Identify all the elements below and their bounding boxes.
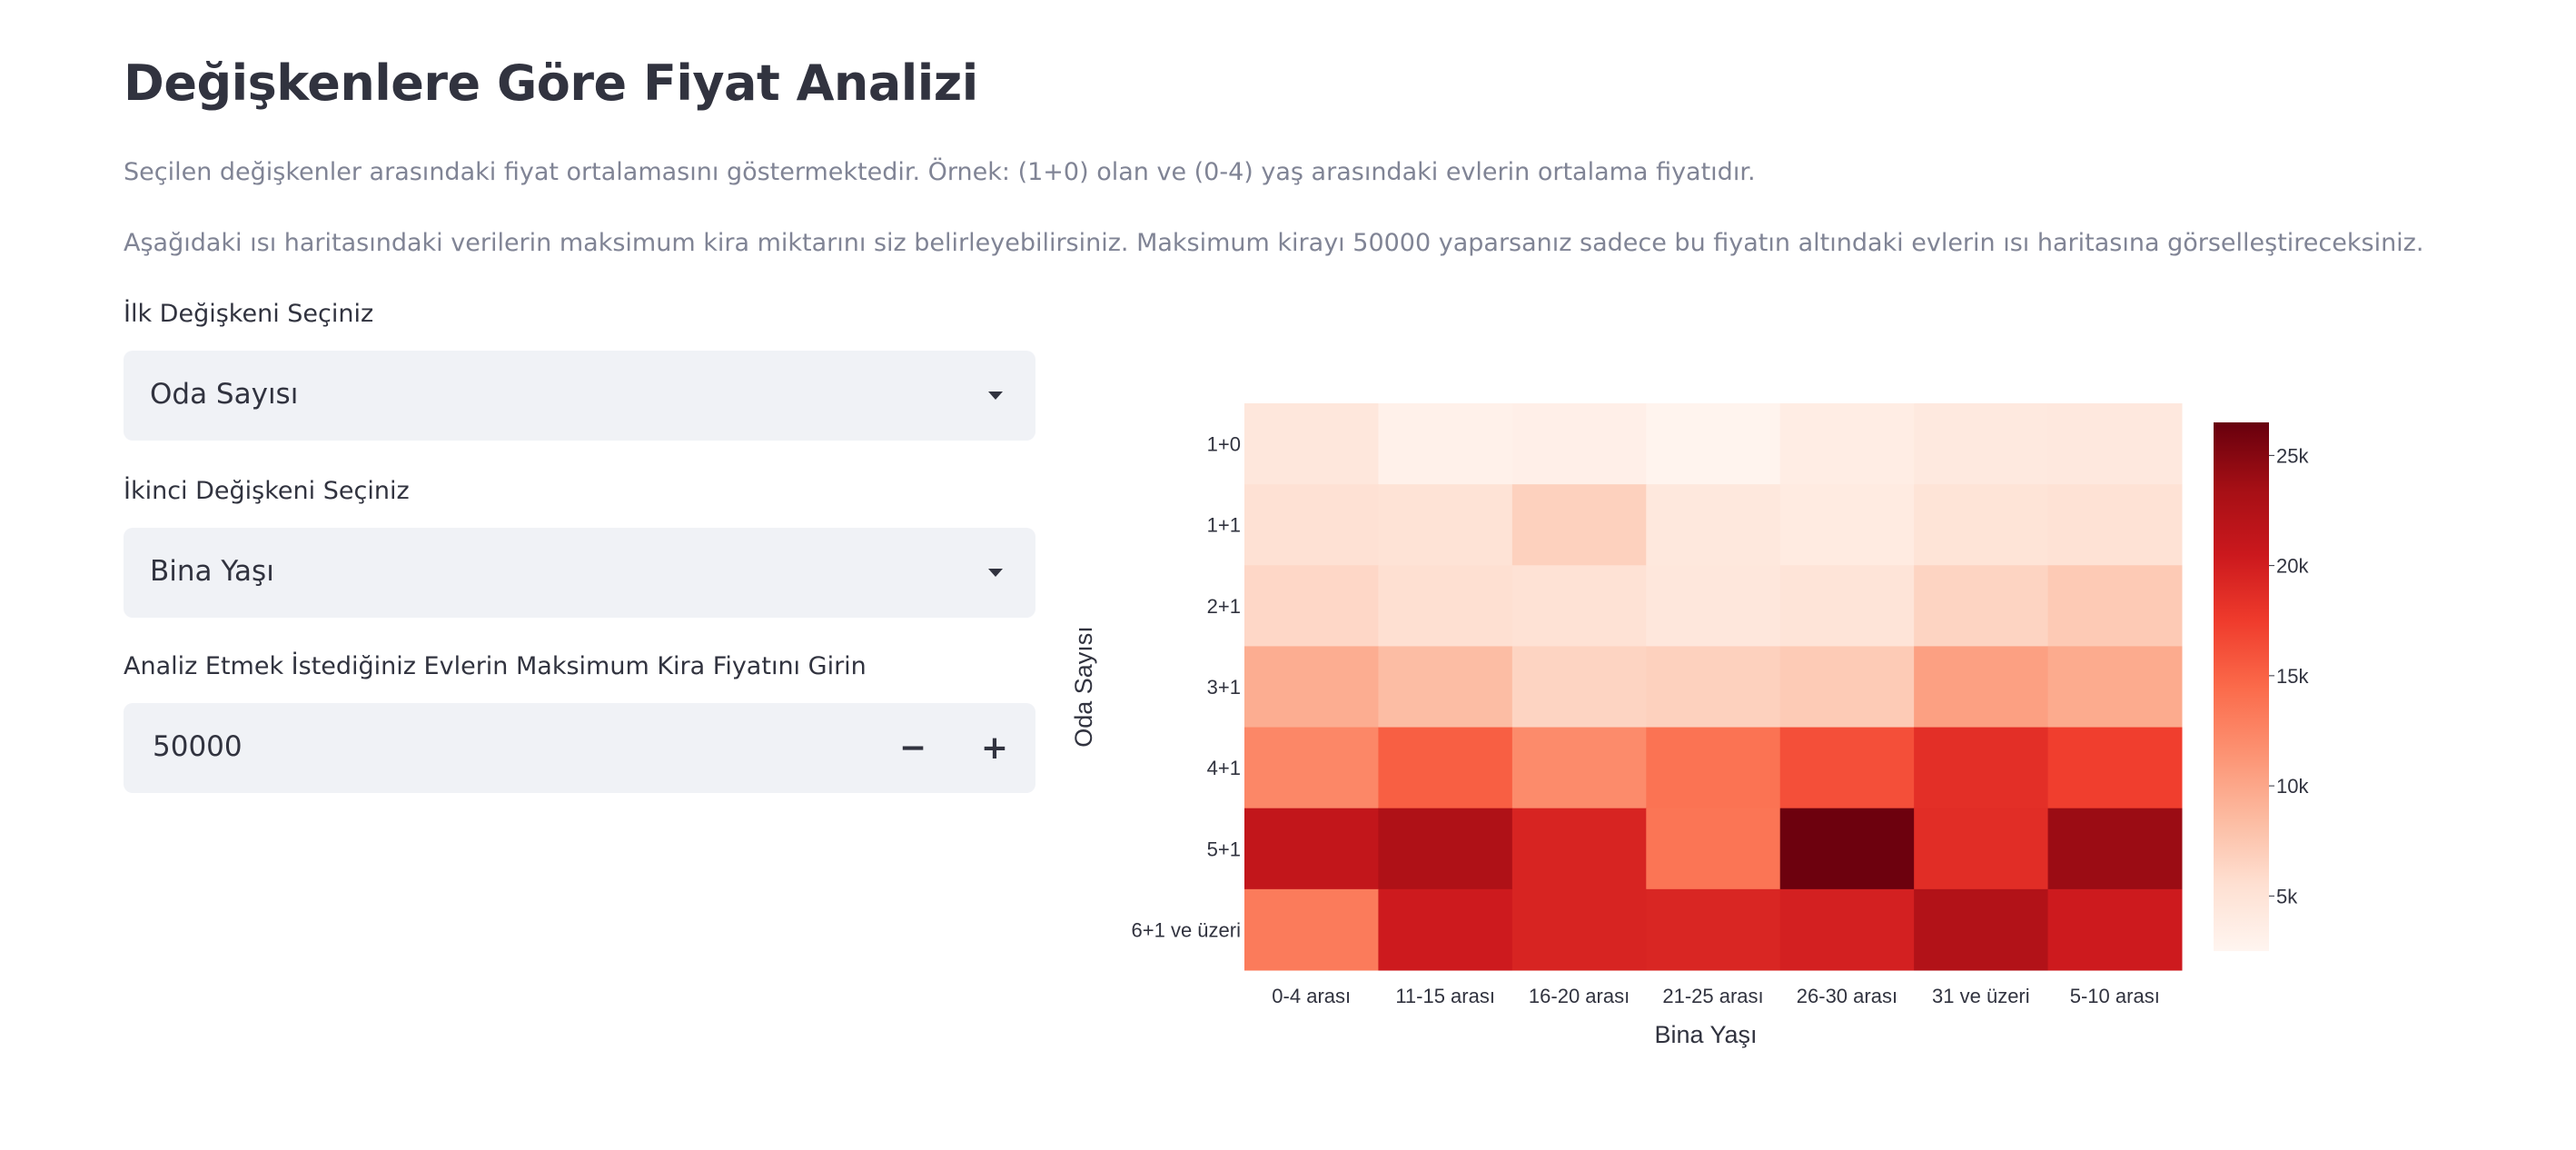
heatmap-cell [2047, 484, 2183, 566]
colorbar-ticks: 5k 10k 15k 20k 25k [2269, 444, 2309, 907]
heatmap-cell [1646, 484, 1781, 566]
heatmap-cell [1511, 403, 1647, 485]
heatmap-cell [1779, 565, 1915, 647]
heatmap-cell [2047, 727, 2183, 809]
y-axis-title: Oda Sayısı [1070, 626, 1097, 748]
heatmap-cell [1779, 646, 1915, 729]
heatmap-cell [1378, 888, 1513, 971]
first-variable-label: İlk Değişkeni Seçiniz [124, 300, 374, 328]
y-tick-label: 1+0 [1207, 433, 1241, 456]
heatmap-cells [1244, 403, 2183, 971]
heatmap-cell [1914, 808, 2049, 890]
heatmap-cell [2047, 646, 2183, 729]
heatmap-cell [1511, 808, 1647, 890]
colorbar-tick-label: 5k [2276, 885, 2298, 907]
colorbar-tick-label: 20k [2276, 555, 2309, 578]
y-tick-label: 6+1 ve üzeri [1132, 918, 1241, 941]
x-tick-label: 5-10 arası [2070, 985, 2160, 1007]
heatmap-cell [1378, 727, 1513, 809]
x-tick-label: 0-4 arası [1272, 985, 1351, 1007]
heatmap-cell [1244, 484, 1379, 566]
x-axis-title: Bina Yaşı [1654, 1021, 1757, 1048]
heatmap-cell [1244, 403, 1379, 485]
colorbar [2214, 422, 2269, 951]
heatmap-cell [1914, 888, 2049, 971]
chevron-down-icon[interactable] [988, 569, 1003, 577]
heatmap-cell [1378, 808, 1513, 890]
max-rent-label: Analiz Etmek İstediğiniz Evlerin Maksimu… [124, 652, 867, 680]
heatmap-cell [1914, 727, 2049, 809]
chevron-down-icon[interactable] [988, 392, 1003, 400]
x-tick-label: 21-25 arası [1662, 985, 1763, 1007]
heatmap-cell [1511, 484, 1647, 566]
heatmap-cell [1646, 646, 1781, 729]
heatmap-cell [1779, 484, 1915, 566]
heatmap-cell [1378, 646, 1513, 729]
second-variable-value: Bina Yaşı [150, 555, 274, 588]
heatmap-cell [1244, 727, 1379, 809]
heatmap-cell [1378, 484, 1513, 566]
max-rent-value[interactable]: 50000 [153, 730, 243, 763]
max-rent-input[interactable]: 50000 − + [124, 703, 1035, 793]
x-tick-label: 11-15 arası [1395, 985, 1495, 1007]
second-variable-select[interactable]: Bina Yaşı [124, 528, 1035, 618]
heatmap-cell [1511, 727, 1647, 809]
heatmap-cell [1779, 403, 1915, 485]
heatmap-cell [2047, 808, 2183, 890]
heatmap-cell [1646, 565, 1781, 647]
heatmap-cell [1511, 646, 1647, 729]
heatmap-cell [2047, 888, 2183, 971]
first-variable-value: Oda Sayısı [150, 378, 299, 411]
heatmap-cell [1244, 565, 1379, 647]
heatmap-cell [1244, 646, 1379, 729]
heatmap-cell [1914, 484, 2049, 566]
heatmap-cell [1914, 403, 2049, 485]
heatmap-cell [2047, 565, 2183, 647]
heatmap-cell [1646, 727, 1781, 809]
y-tick-label: 1+1 [1207, 514, 1241, 537]
colorbar-tick-label: 25k [2276, 444, 2309, 467]
x-axis-ticks: 0-4 arası 11-15 arası 16-20 arası 21-25 ara… [1272, 985, 2160, 1007]
heatmap-cell [1914, 646, 2049, 729]
description-text-max-rent: Aşağıdaki ısı haritasındaki verilerin ma… [124, 229, 2424, 257]
second-variable-label: İkinci Değişkeni Seçiniz [124, 477, 410, 505]
heatmap-cell [1646, 808, 1781, 890]
increment-button[interactable]: + [980, 729, 1009, 767]
heatmap-cell [1779, 888, 1915, 971]
y-tick-label: 2+1 [1207, 595, 1241, 618]
heatmap-cell [1244, 888, 1379, 971]
heatmap-cell [1646, 888, 1781, 971]
heatmap-cell [1646, 403, 1781, 485]
y-tick-label: 3+1 [1207, 676, 1241, 699]
y-tick-label: 4+1 [1207, 757, 1241, 779]
colorbar-tick-label: 10k [2276, 775, 2309, 798]
heatmap-cell [1378, 565, 1513, 647]
x-tick-label: 26-30 arası [1797, 985, 1897, 1007]
heatmap-cell [1244, 808, 1379, 890]
heatmap-cell [1914, 565, 2049, 647]
x-tick-label: 16-20 arası [1529, 985, 1630, 1007]
y-axis-ticks: 1+0 1+1 2+1 3+1 4+1 5+1 6+1 ve üzeri [1132, 433, 1241, 942]
page-title: Değişkenlere Göre Fiyat Analizi [124, 55, 978, 112]
heatmap-cell [1511, 565, 1647, 647]
heatmap-cell [1378, 403, 1513, 485]
first-variable-select[interactable]: Oda Sayısı [124, 351, 1035, 441]
x-tick-label: 31 ve üzeri [1932, 985, 2030, 1007]
heatmap-cell [1779, 808, 1915, 890]
y-tick-label: 5+1 [1207, 838, 1241, 860]
heatmap-cell [1511, 888, 1647, 971]
heatmap-cell [2047, 403, 2183, 485]
colorbar-tick-label: 15k [2276, 665, 2309, 688]
heatmap-cell [1779, 727, 1915, 809]
description-text: Seçilen değişkenler arasındaki fiyat ort… [124, 158, 1756, 186]
decrement-button[interactable]: − [898, 729, 927, 767]
